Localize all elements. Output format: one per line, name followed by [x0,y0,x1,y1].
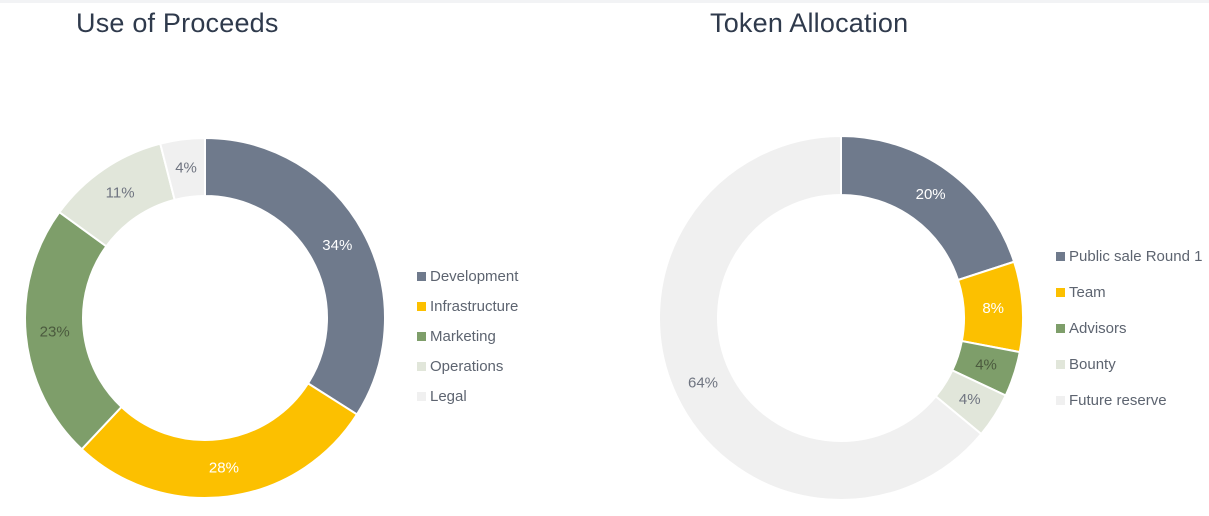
slice-label-advisors: 4% [975,357,997,374]
legend-label: Operations [430,357,504,375]
slice-label-marketing: 23% [40,324,70,341]
slice-label-team: 8% [982,300,1004,317]
legend-label: Development [430,267,519,285]
use-of-proceeds-donut: 34% 28% 23% 11% 4% [24,136,386,499]
use-of-proceeds-legend: Development Infrastructure Marketing Ope… [417,266,518,416]
chart-title-token-allocation: Token Allocation [710,8,909,38]
slice-label-public-sale-round-1: 20% [916,186,946,203]
legend-label: Team [1069,283,1106,301]
slice-label-development: 34% [322,237,352,254]
token-allocation-donut: 20% 8% 4% 4% 64% [658,134,1024,501]
legend-swatch [1056,287,1065,297]
legend-label: Advisors [1069,319,1127,337]
legend-label: Infrastructure [430,297,519,315]
legend-swatch [1056,251,1065,261]
legend-swatch [417,391,426,401]
slice-infrastructure [80,381,359,499]
legend-item-bounty: Bounty [1056,354,1202,374]
legend-item-development: Development [417,266,518,286]
slice-label-legal: 4% [175,160,197,177]
slice-label-operations: 11% [106,185,135,202]
legend-label: Bounty [1069,355,1116,373]
legend-swatch [1056,395,1065,405]
legend-item-team: Team [1056,282,1202,302]
legend-item-public-sale-round-1: Public sale Round 1 [1056,246,1202,266]
legend-item-infrastructure: Infrastructure [417,296,518,316]
legend-swatch [417,271,426,281]
legend-label: Public sale Round 1 [1069,247,1203,265]
legend-label: Marketing [430,327,496,345]
slice-label-infrastructure: 28% [209,459,239,476]
legend-swatch [1056,323,1065,333]
legend-label: Future reserve [1069,391,1167,409]
slice-legal [159,136,206,202]
slice-label-future-reserve: 64% [688,374,718,391]
legend-item-advisors: Advisors [1056,318,1202,338]
legend-item-operations: Operations [417,356,518,376]
legend-item-legal: Legal [417,386,518,406]
legend-swatch [417,361,426,371]
slice-development [204,136,386,416]
slice-public-sale-round-1 [840,134,1016,282]
slice-future-reserve [658,134,983,501]
legend-item-future-reserve: Future reserve [1056,390,1202,410]
legend-swatch [1056,359,1065,369]
legend-swatch [417,331,426,341]
chart-title-use-of-proceeds: Use of Proceeds [76,8,279,38]
token-allocation-legend: Public sale Round 1 Team Advisors Bounty… [1056,246,1202,426]
slice-label-bounty: 4% [959,391,981,408]
top-divider [0,0,1209,3]
legend-swatch [417,301,426,311]
legend-label: Legal [430,387,467,405]
legend-item-marketing: Marketing [417,326,518,346]
